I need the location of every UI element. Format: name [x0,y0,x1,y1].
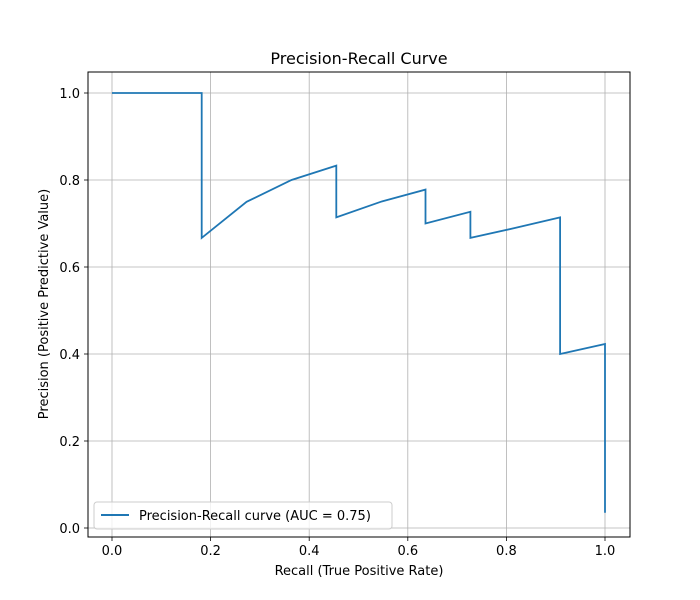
plot-series [112,92,606,513]
legend-label: Precision-Recall curve (AUC = 0.75) [139,509,371,524]
y-tick-label: 0.4 [59,348,80,363]
series-line [112,92,606,513]
plot-frame [87,71,631,538]
chart-title: Precision-Recall Curve [270,49,447,68]
x-tick-label: 0.6 [397,544,418,559]
y-tick-label: 0.8 [59,174,80,189]
legend-box [93,501,393,530]
axis-ticks: 0.0 0.2 0.4 0.6 0.8 1.0 0.0 0.2 0.4 0.6 0.8 1.0 [59,87,615,559]
y-tick-label: 1.0 [59,87,80,102]
y-tick-label: 0.6 [59,261,80,276]
y-tick-label: 0.0 [59,522,80,537]
x-tick-label: 0.0 [102,544,123,559]
grid-lines [88,72,630,537]
y-axis-label: Precision (Positive Predictive Value) [37,189,52,419]
legend: Precision-Recall curve (AUC = 0.75) [93,501,393,530]
x-tick-label: 0.8 [496,544,517,559]
x-tick-label: 0.4 [299,544,320,559]
y-tick-label: 0.2 [59,435,80,450]
x-tick-label: 0.2 [200,544,221,559]
x-tick-label: 1.0 [595,544,616,559]
x-axis-label: Recall (True Positive Rate) [275,564,444,579]
